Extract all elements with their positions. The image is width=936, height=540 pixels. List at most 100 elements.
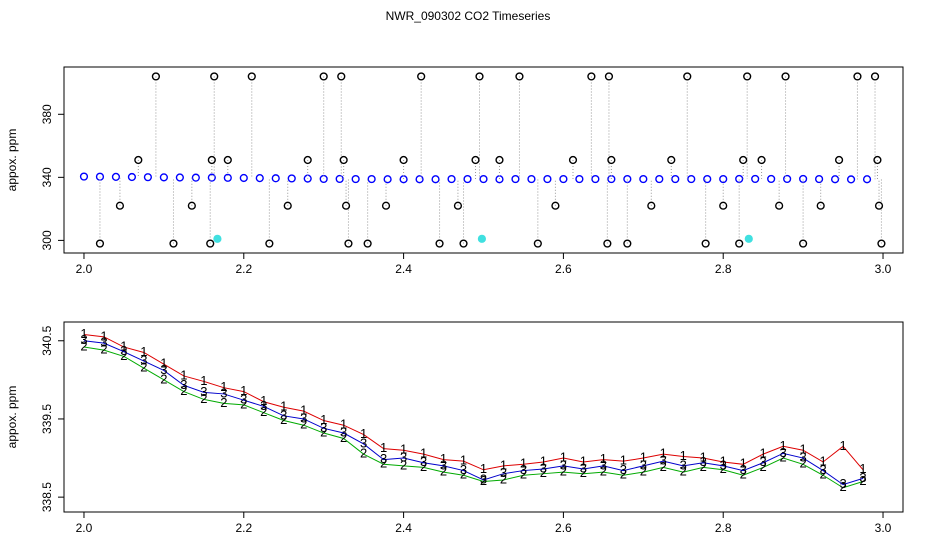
point-marker: 1 — [340, 417, 347, 432]
point-marker: 1 — [480, 461, 487, 476]
point — [870, 72, 880, 81]
point — [344, 239, 353, 248]
point-marker: 1 — [460, 453, 467, 468]
point-marker: 1 — [320, 412, 327, 427]
point — [169, 239, 178, 248]
x-tick-label: 3.0 — [875, 262, 892, 276]
point — [151, 72, 160, 81]
point — [159, 173, 168, 182]
point — [213, 234, 222, 243]
x-tick-label: 2.2 — [235, 521, 252, 535]
point — [265, 239, 274, 248]
point-marker: 3 — [680, 457, 687, 472]
point — [319, 72, 328, 81]
series-line — [83, 346, 864, 489]
point-marker: 2 — [120, 348, 127, 363]
point — [223, 173, 232, 182]
point-marker: 3 — [320, 420, 327, 435]
point — [271, 174, 280, 183]
point — [283, 201, 292, 210]
plot-frame — [63, 321, 904, 513]
point — [431, 175, 440, 184]
point-marker: 2 — [400, 457, 407, 472]
point — [743, 72, 752, 81]
point — [862, 175, 872, 184]
point — [591, 174, 600, 184]
point — [655, 174, 664, 184]
point — [816, 201, 825, 210]
point-marker: 1 — [680, 448, 687, 463]
point — [767, 174, 776, 184]
point — [527, 174, 536, 184]
chart-title: NWR_090302 CO2 Timeseries — [386, 9, 551, 23]
y-tick-label: 338.5 — [40, 482, 54, 512]
point-marker: 2 — [800, 456, 807, 471]
point-marker: 3 — [440, 457, 447, 472]
point — [95, 239, 105, 248]
x-tick-label: 2.6 — [555, 521, 572, 535]
point — [703, 174, 712, 184]
point-marker: 2 — [660, 459, 667, 474]
point-marker: 1 — [620, 453, 627, 468]
point-marker: 3 — [200, 384, 207, 399]
point-marker: 2 — [680, 464, 687, 479]
point-marker: 2 — [859, 473, 866, 488]
point — [575, 174, 584, 184]
point-marker: 1 — [200, 373, 207, 388]
x-tick-label: 2.8 — [715, 521, 732, 535]
point-marker: 1 — [360, 426, 367, 441]
point-marker: 3 — [380, 451, 387, 466]
point — [874, 201, 884, 210]
series-line — [83, 334, 864, 471]
point — [206, 239, 215, 248]
point-marker: 2 — [420, 459, 427, 474]
point-marker: 2 — [560, 464, 567, 479]
point — [239, 173, 248, 183]
point-marker: 2 — [440, 464, 447, 479]
point-marker: 1 — [800, 442, 807, 457]
point-marker: 3 — [140, 353, 147, 368]
point — [735, 239, 744, 248]
point-marker: 2 — [780, 449, 787, 464]
point — [701, 239, 710, 248]
point — [877, 239, 886, 248]
point-marker: 2 — [740, 467, 747, 482]
point — [341, 201, 351, 210]
point — [115, 201, 125, 210]
point — [187, 201, 196, 210]
point-marker: 1 — [180, 367, 187, 382]
point-marker: 3 — [180, 377, 187, 392]
point-marker: 3 — [300, 410, 307, 425]
point-marker: 1 — [859, 461, 866, 476]
point — [399, 175, 408, 184]
point-marker: 3 — [240, 392, 247, 407]
point — [363, 239, 372, 248]
point — [210, 72, 219, 81]
point — [447, 174, 456, 184]
point — [477, 234, 487, 243]
point — [435, 239, 444, 248]
point — [830, 175, 840, 184]
point-marker: 2 — [700, 459, 707, 474]
point — [587, 72, 596, 81]
point — [671, 174, 680, 184]
point — [475, 72, 484, 81]
point-marker: 3 — [620, 462, 627, 477]
point — [735, 174, 744, 184]
point-marker: 3 — [160, 362, 167, 377]
point-marker: 1 — [400, 442, 407, 457]
point-marker: 3 — [640, 457, 647, 472]
point-marker: 2 — [340, 430, 347, 445]
point-marker: 2 — [80, 338, 87, 353]
point — [604, 72, 614, 81]
point-marker: 1 — [500, 457, 507, 472]
point-marker: 3 — [100, 335, 107, 350]
point — [247, 72, 256, 81]
y-axis-label: appox. ppm — [5, 386, 19, 449]
point — [683, 72, 692, 81]
point — [568, 155, 578, 165]
point — [337, 72, 346, 81]
point — [667, 155, 676, 165]
point-marker: 2 — [839, 479, 846, 494]
point-marker: 2 — [720, 461, 727, 476]
